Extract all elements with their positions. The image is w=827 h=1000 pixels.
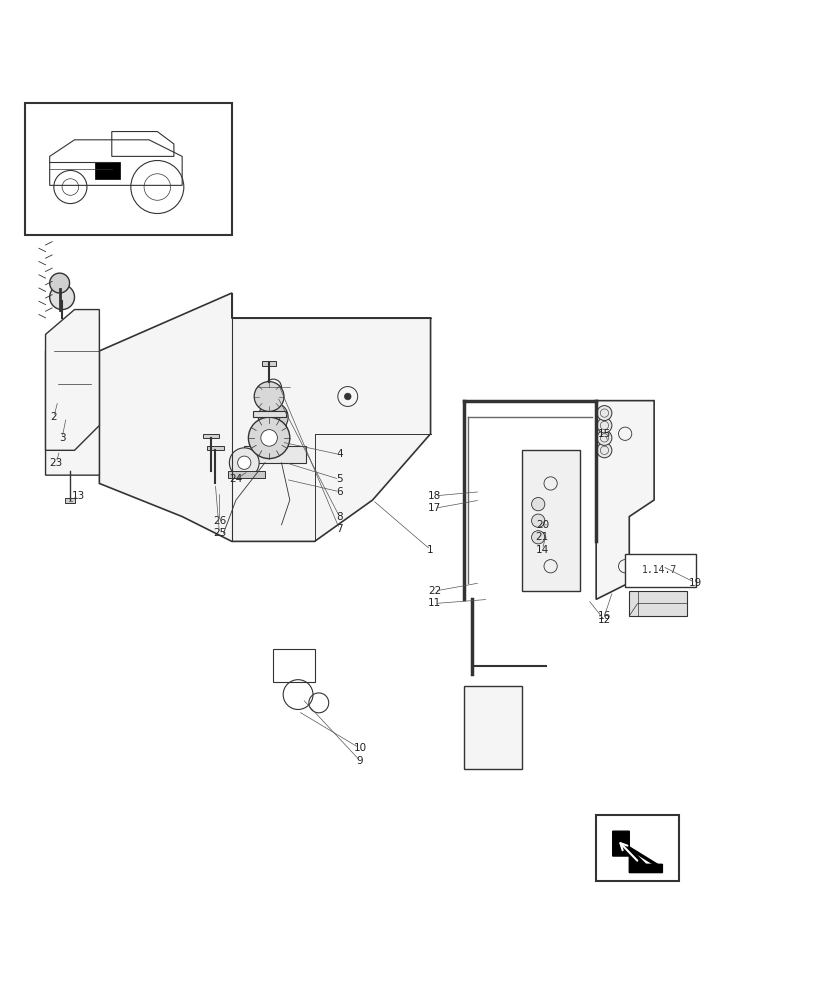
Text: 26: 26: [213, 516, 226, 526]
Polygon shape: [521, 450, 579, 591]
Circle shape: [270, 393, 276, 400]
Text: 2: 2: [50, 412, 57, 422]
Text: 5: 5: [336, 474, 342, 484]
Bar: [95, 162, 120, 179]
Circle shape: [344, 393, 351, 400]
Polygon shape: [99, 293, 430, 541]
Polygon shape: [261, 425, 285, 446]
Text: 1.14.7: 1.14.7: [642, 565, 676, 575]
Circle shape: [596, 418, 611, 433]
Circle shape: [596, 443, 611, 458]
Bar: [463, 686, 521, 769]
Text: 3: 3: [59, 433, 65, 443]
Text: 24: 24: [229, 474, 242, 484]
Text: 22: 22: [428, 586, 441, 596]
Text: 9: 9: [356, 756, 363, 766]
Text: 17: 17: [428, 503, 441, 513]
Polygon shape: [612, 831, 662, 873]
Circle shape: [229, 448, 259, 478]
Text: 15: 15: [597, 429, 610, 439]
Polygon shape: [207, 446, 223, 450]
Polygon shape: [629, 591, 686, 616]
Text: 10: 10: [353, 743, 366, 753]
Text: 20: 20: [535, 520, 548, 530]
Circle shape: [248, 417, 289, 459]
Polygon shape: [227, 471, 265, 478]
Circle shape: [531, 514, 544, 527]
Bar: [25, 103, 232, 235]
Text: 12: 12: [597, 615, 610, 625]
Circle shape: [261, 430, 277, 446]
Bar: [595, 815, 678, 881]
Text: 8: 8: [336, 512, 342, 522]
Text: 1: 1: [427, 545, 433, 555]
Polygon shape: [45, 318, 99, 475]
Text: 16: 16: [597, 611, 610, 621]
Text: 25: 25: [213, 528, 226, 538]
Polygon shape: [595, 401, 653, 599]
Polygon shape: [608, 839, 662, 873]
Polygon shape: [252, 411, 285, 417]
Circle shape: [531, 498, 544, 511]
Text: 13: 13: [72, 491, 85, 501]
Polygon shape: [203, 434, 219, 438]
Circle shape: [237, 456, 251, 469]
Text: 6: 6: [336, 487, 342, 497]
Polygon shape: [65, 498, 75, 503]
Circle shape: [596, 430, 611, 445]
Circle shape: [254, 382, 284, 411]
Text: 14: 14: [535, 545, 548, 555]
Polygon shape: [45, 310, 99, 450]
Polygon shape: [244, 446, 306, 463]
Text: 4: 4: [336, 449, 342, 459]
Text: 19: 19: [688, 578, 701, 588]
Circle shape: [50, 273, 69, 293]
Bar: [624, 554, 695, 587]
Text: 18: 18: [428, 491, 441, 501]
Text: 21: 21: [535, 532, 548, 542]
Polygon shape: [262, 361, 275, 366]
Circle shape: [531, 531, 544, 544]
Circle shape: [596, 406, 611, 421]
Text: 11: 11: [428, 598, 441, 608]
Text: 23: 23: [50, 458, 63, 468]
Circle shape: [258, 402, 288, 432]
Text: 7: 7: [336, 524, 342, 534]
Circle shape: [50, 285, 74, 310]
